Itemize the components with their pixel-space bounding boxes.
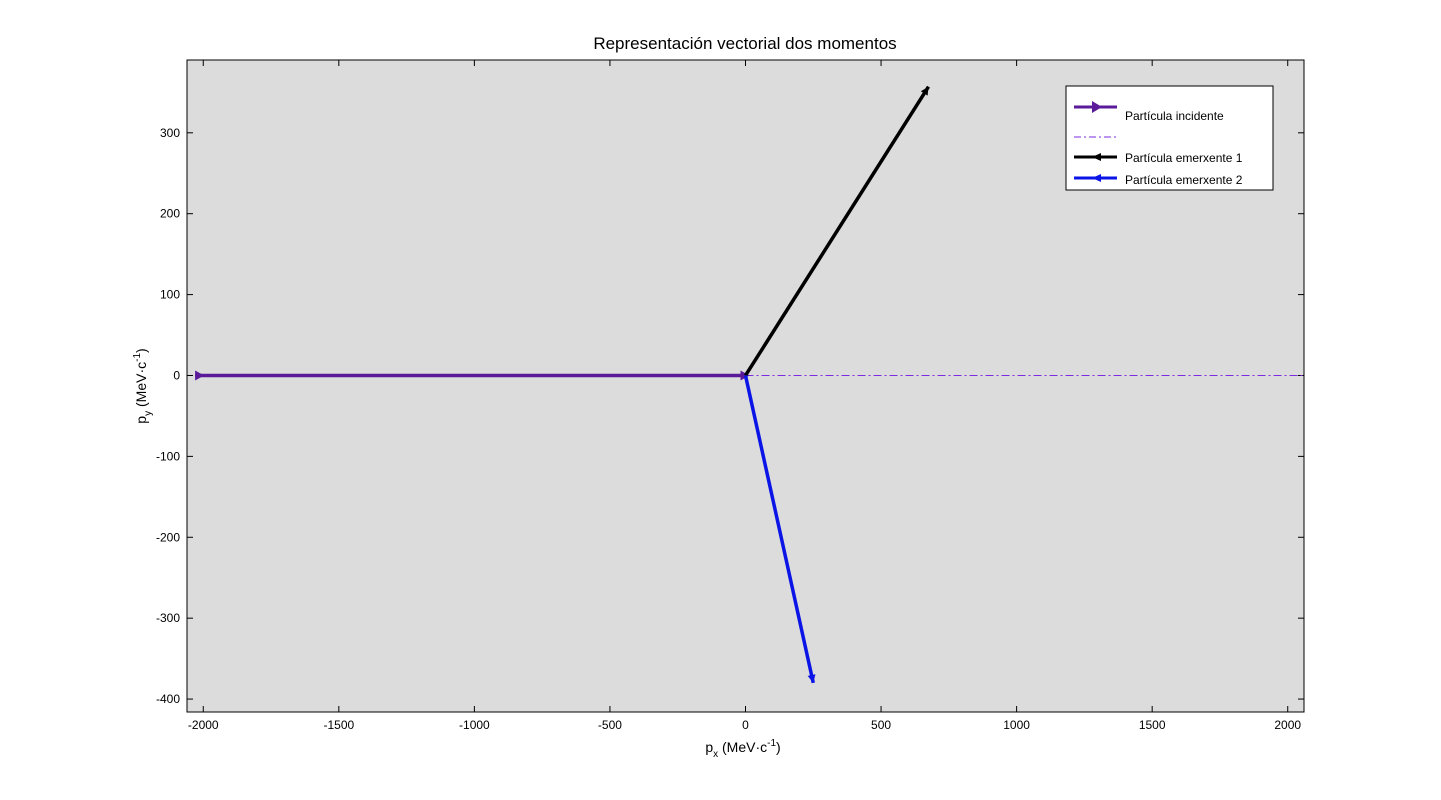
y-tick-label: 100 [160, 288, 180, 302]
x-tick-label: 1500 [1139, 718, 1166, 732]
y-tick-label: -300 [156, 611, 180, 625]
x-tick-label: 0 [742, 718, 749, 732]
y-tick-label: 200 [160, 207, 180, 221]
series-0-start-marker [195, 370, 205, 381]
x-tick-label: 1000 [1003, 718, 1030, 732]
x-tick-label: -1500 [323, 718, 354, 732]
x-axis-label: px (MeV·c-1) [705, 738, 780, 760]
legend-marker-emerxente-2 [1092, 174, 1101, 182]
legend-label-emerxente-1: Partícula emerxente 1 [1125, 151, 1243, 165]
y-tick-label: 0 [173, 368, 180, 382]
y-tick-label: -400 [156, 692, 180, 706]
series-2-vector-line [744, 85, 930, 377]
x-tick-label: -500 [598, 718, 622, 732]
y-tick-label: -100 [156, 449, 180, 463]
series-2-arrowhead [920, 86, 929, 96]
y-axis-label: py (MeV·c-1) [132, 348, 154, 423]
x-tick-label: 2000 [1274, 718, 1301, 732]
y-tick-label: 300 [160, 126, 180, 140]
legend: Partícula incidente Partícula emerxente … [1065, 85, 1274, 191]
x-tick-label: -2000 [188, 718, 219, 732]
y-tick-label: -200 [156, 530, 180, 544]
legend-label-emerxente-2: Partícula emerxente 2 [1125, 173, 1243, 187]
series-layer [195, 85, 1304, 684]
chart-title: Representación vectorial dos momentos [593, 34, 896, 53]
legend-marker-incidente [1092, 101, 1102, 113]
legend-box [1065, 85, 1274, 191]
axis-ticks: -2000 -1500 -1000 -500 0 500 1000 1500 2000-400-… [156, 60, 1304, 732]
legend-label-incidente: Partícula incidente [1125, 109, 1224, 123]
series-0-end-marker [740, 370, 750, 381]
series-3-vector-line [743, 375, 815, 684]
x-tick-label: -1000 [459, 718, 490, 732]
legend-marker-emerxente-1 [1092, 153, 1101, 161]
series-3-arrowhead [807, 674, 816, 683]
x-tick-label: 500 [871, 718, 891, 732]
